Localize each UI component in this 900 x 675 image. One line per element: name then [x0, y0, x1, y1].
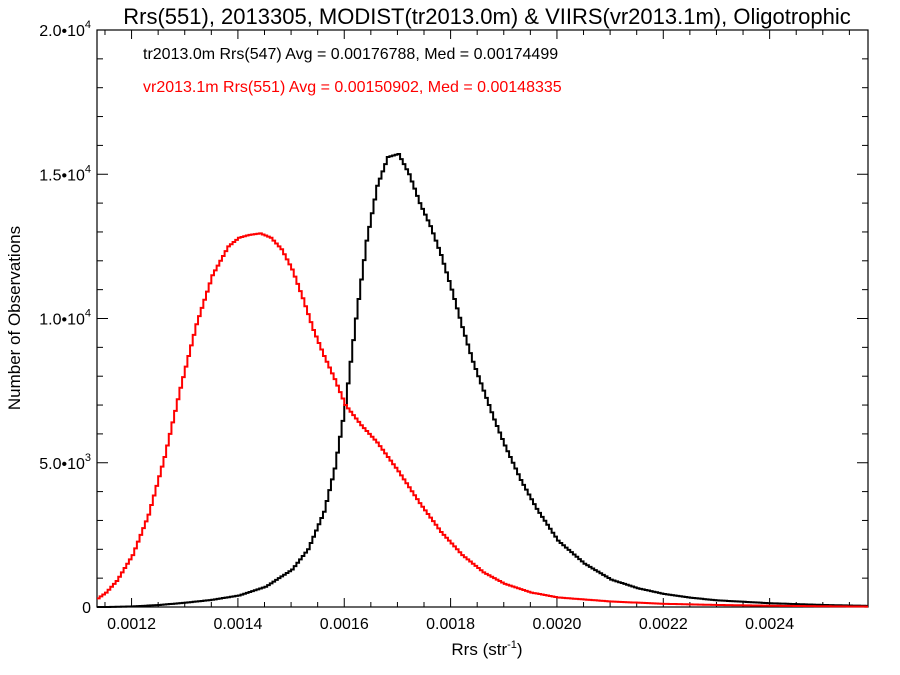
x-tick-label: 0.0012: [107, 616, 156, 633]
y-tick-label: 0: [82, 600, 91, 617]
y-axis: 0 5.0•103 1.0•104 1.5•104 2.0•104: [39, 19, 868, 617]
histogram-series-line: [97, 232, 868, 608]
y-tick-label: 2.0•104: [39, 19, 91, 40]
plot-frame: [96, 29, 869, 608]
legend-annotation-viirs: vr2013.1m Rrs(551) Avg = 0.00150902, Med…: [143, 79, 562, 96]
x-axis: 0.0012 0.0014 0.0016 0.0018 0.0020 0.0022 0.00…: [104, 30, 850, 633]
legend-annotation-modis: tr2013.0m Rrs(547) Avg = 0.00176788, Med…: [143, 46, 558, 63]
y-tick-label: 1.0•104: [39, 308, 91, 329]
x-tick-label: 0.0014: [213, 616, 262, 633]
x-tick-label: 0.0024: [745, 616, 794, 633]
y-tick-label: 1.5•104: [39, 163, 91, 184]
y-tick-label: 5.0•103: [39, 452, 91, 473]
chart-title: Rrs(551), 2013305, MODIST(tr2013.0m) & V…: [123, 4, 851, 29]
x-axis-label: Rrs (str-1): [451, 639, 522, 659]
histogram-series-line: [97, 153, 868, 608]
x-tick-label: 0.0020: [532, 616, 581, 633]
y-axis-label: Number of Observations: [5, 226, 24, 410]
x-tick-label: 0.0016: [320, 616, 369, 633]
x-tick-label: 0.0022: [639, 616, 688, 633]
x-tick-label: 0.0018: [426, 616, 475, 633]
series-layer: [97, 153, 868, 608]
